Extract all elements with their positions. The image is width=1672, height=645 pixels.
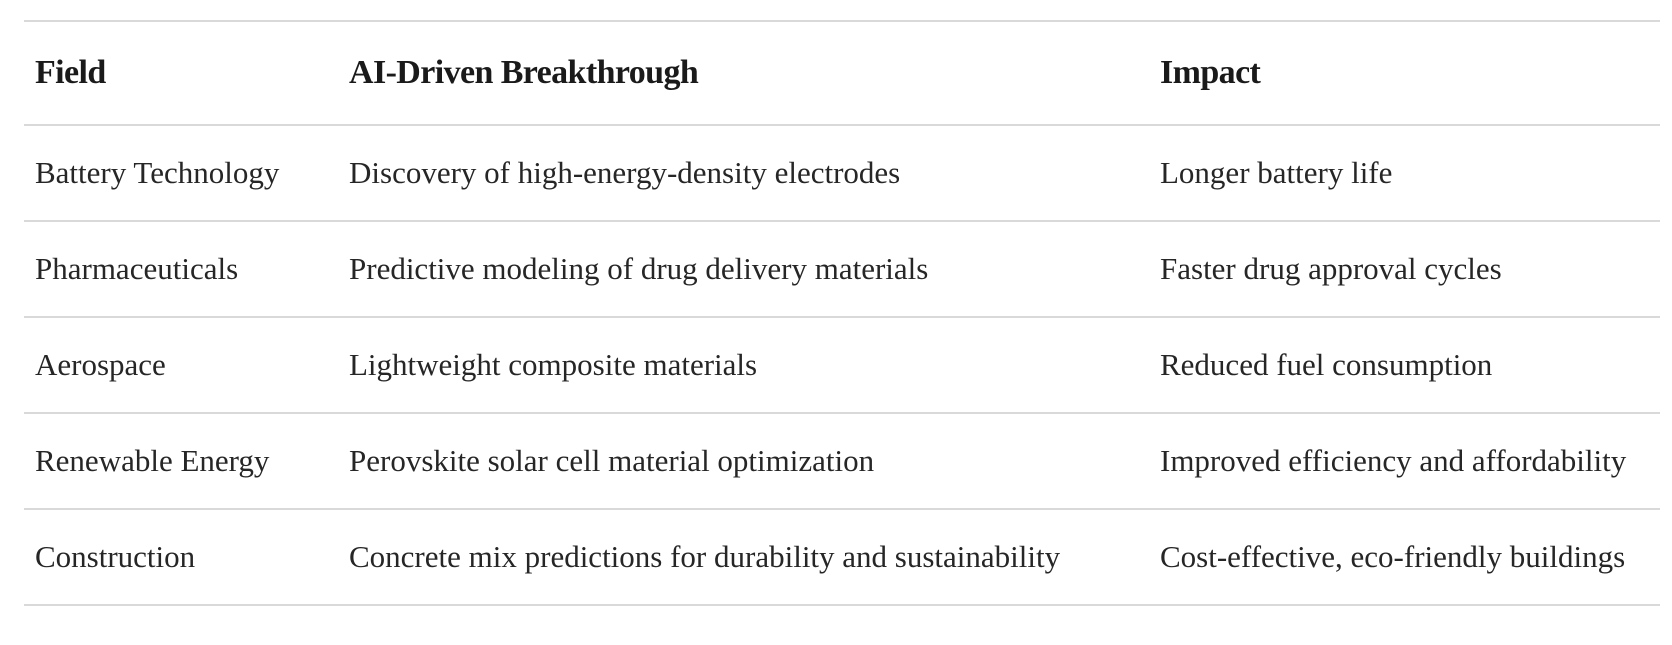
cell-breakthrough: Concrete mix predictions for durability … — [349, 539, 1061, 574]
cell-breakthrough: Perovskite solar cell material optimizat… — [349, 443, 875, 478]
cell-field: Aerospace — [35, 347, 166, 382]
table-row: Battery Technology Discovery of high-ene… — [24, 125, 1660, 221]
header-row: Field AI-Driven Breakthrough Impact — [24, 21, 1660, 125]
table-header: Field AI-Driven Breakthrough Impact — [24, 21, 1660, 125]
cell-impact: Improved efficiency and affordability — [1160, 443, 1627, 478]
cell-breakthrough: Predictive modeling of drug delivery mat… — [349, 251, 929, 286]
column-header-breakthrough: AI-Driven Breakthrough — [349, 54, 699, 91]
table-row: Construction Concrete mix predictions fo… — [24, 509, 1660, 605]
table-row: Pharmaceuticals Predictive modeling of d… — [24, 221, 1660, 317]
column-header-field: Field — [35, 54, 106, 91]
cell-field: Battery Technology — [35, 155, 280, 190]
cell-breakthrough: Lightweight composite materials — [349, 347, 758, 382]
cell-field: Renewable Energy — [35, 443, 270, 478]
data-table-container: Field AI-Driven Breakthrough Impact Batt… — [24, 20, 1660, 606]
table-body: Battery Technology Discovery of high-ene… — [24, 125, 1660, 605]
column-header-impact: Impact — [1160, 54, 1261, 91]
ai-breakthroughs-table: Field AI-Driven Breakthrough Impact Batt… — [24, 20, 1660, 606]
cell-field: Pharmaceuticals — [35, 251, 239, 286]
cell-breakthrough: Discovery of high-energy-density electro… — [349, 155, 901, 190]
cell-impact: Reduced fuel consumption — [1160, 347, 1493, 382]
cell-impact: Faster drug approval cycles — [1160, 251, 1502, 286]
cell-impact: Cost-effective, eco-friendly buildings — [1160, 539, 1626, 574]
cell-field: Construction — [35, 539, 196, 574]
cell-impact: Longer battery life — [1160, 155, 1393, 190]
table-row: Aerospace Lightweight composite material… — [24, 317, 1660, 413]
table-row: Renewable Energy Perovskite solar cell m… — [24, 413, 1660, 509]
